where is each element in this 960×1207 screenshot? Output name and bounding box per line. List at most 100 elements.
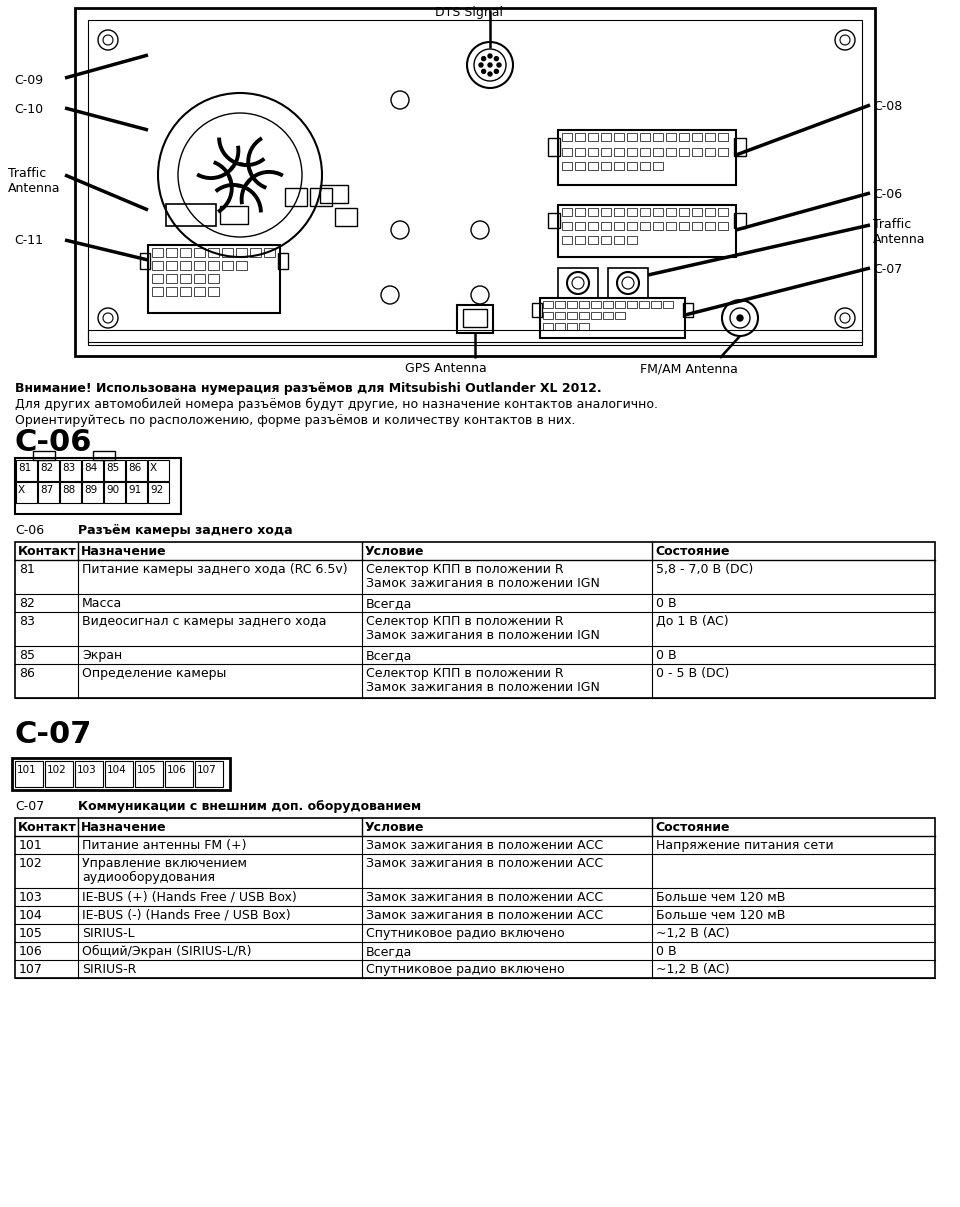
Bar — [653, 162, 663, 170]
Bar — [540, 298, 685, 338]
Bar — [627, 148, 637, 156]
Bar — [627, 222, 637, 231]
Bar — [603, 301, 613, 308]
Text: Для других автомобилей номера разъёмов будут другие, но назначение контактов ана: Для других автомобилей номера разъёмов б… — [15, 398, 658, 412]
Text: 81: 81 — [19, 562, 35, 576]
Bar — [679, 133, 689, 141]
Bar — [588, 208, 598, 216]
Bar — [264, 247, 275, 257]
Bar — [310, 188, 332, 206]
Bar — [166, 287, 177, 296]
Bar — [601, 222, 611, 231]
Text: X: X — [18, 485, 25, 495]
Text: Замок зажигания в положении IGN: Замок зажигания в положении IGN — [366, 577, 600, 590]
Bar — [126, 460, 147, 482]
Bar — [220, 206, 248, 225]
Bar — [532, 303, 542, 317]
Text: 89: 89 — [84, 485, 97, 495]
Text: 92: 92 — [150, 485, 163, 495]
Bar — [148, 482, 169, 503]
Bar — [104, 482, 125, 503]
Bar — [614, 237, 624, 244]
Bar — [105, 760, 133, 787]
Bar — [135, 760, 163, 787]
Bar — [543, 301, 553, 308]
Bar — [692, 148, 702, 156]
Text: 0 В: 0 В — [656, 597, 677, 610]
Text: Всегда: Всегда — [366, 945, 413, 958]
Bar — [575, 208, 585, 216]
Text: Назначение: Назначение — [81, 821, 167, 834]
Bar — [575, 237, 585, 244]
Text: X: X — [150, 463, 157, 473]
Text: Больше чем 120 мВ: Больше чем 120 мВ — [656, 909, 785, 922]
Bar — [666, 222, 676, 231]
Bar — [588, 237, 598, 244]
Text: ~1,2 В (AC): ~1,2 В (AC) — [656, 927, 730, 940]
Bar — [588, 162, 598, 170]
Text: Всегда: Всегда — [366, 597, 413, 610]
Text: 106: 106 — [19, 945, 43, 958]
Bar — [683, 303, 693, 317]
Text: Селектор КПП в положении R: Селектор КПП в положении R — [366, 667, 564, 680]
Text: 86: 86 — [19, 667, 35, 680]
Bar — [615, 301, 625, 308]
Text: 107: 107 — [197, 765, 217, 775]
Text: C-10: C-10 — [14, 103, 43, 116]
Text: Замок зажигания в положении АСС: Замок зажигания в положении АСС — [366, 839, 603, 852]
Text: 86: 86 — [128, 463, 141, 473]
Bar — [166, 261, 177, 270]
Bar — [148, 245, 280, 313]
Text: 0 В: 0 В — [656, 649, 677, 661]
Bar — [614, 133, 624, 141]
Bar — [222, 247, 233, 257]
Bar — [88, 21, 862, 345]
Text: Определение камеры: Определение камеры — [82, 667, 227, 680]
Text: 81: 81 — [18, 463, 32, 473]
Bar — [33, 451, 55, 460]
Bar — [166, 247, 177, 257]
Text: Видеосигнал с камеры заднего хода: Видеосигнал с камеры заднего хода — [82, 616, 326, 628]
Text: Замок зажигания в положении АСС: Замок зажигания в положении АСС — [366, 857, 603, 870]
Bar — [93, 451, 115, 460]
Text: 101: 101 — [19, 839, 43, 852]
Bar — [567, 311, 577, 319]
Bar — [104, 460, 125, 482]
Bar — [15, 818, 935, 978]
Text: SIRIUS-L: SIRIUS-L — [82, 927, 134, 940]
Bar — [166, 204, 216, 226]
Text: 104: 104 — [107, 765, 127, 775]
Bar — [692, 222, 702, 231]
Bar — [194, 247, 205, 257]
Bar — [562, 133, 572, 141]
Bar — [457, 305, 493, 333]
Bar — [666, 208, 676, 216]
Text: 107: 107 — [19, 963, 43, 976]
Text: C-11: C-11 — [14, 234, 43, 247]
Bar — [579, 311, 589, 319]
Bar — [75, 760, 103, 787]
Bar — [152, 287, 163, 296]
Text: 105: 105 — [137, 765, 156, 775]
Bar — [180, 274, 191, 282]
Text: 83: 83 — [62, 463, 75, 473]
Bar — [15, 542, 935, 698]
Bar — [562, 162, 572, 170]
Circle shape — [494, 57, 498, 60]
Bar — [575, 162, 585, 170]
Bar — [734, 212, 746, 228]
Text: Состояние: Состояние — [655, 546, 730, 558]
Circle shape — [488, 63, 492, 68]
Bar — [208, 287, 219, 296]
Text: 82: 82 — [19, 597, 35, 610]
Bar — [278, 253, 288, 269]
Text: Замок зажигания в положении АСС: Замок зажигания в положении АСС — [366, 891, 603, 904]
Text: Замок зажигания в положении IGN: Замок зажигания в положении IGN — [366, 681, 600, 694]
Bar — [195, 760, 223, 787]
Bar — [555, 323, 565, 330]
Bar — [627, 133, 637, 141]
Bar — [562, 148, 572, 156]
Bar — [653, 208, 663, 216]
Text: 104: 104 — [19, 909, 43, 922]
Bar — [45, 760, 73, 787]
